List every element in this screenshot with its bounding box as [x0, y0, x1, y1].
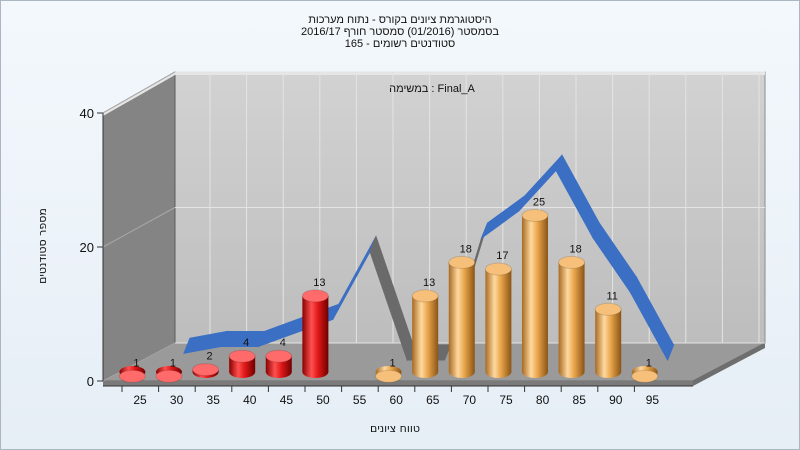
bar-top	[375, 369, 403, 383]
x-tick-label: 90	[609, 393, 623, 407]
data-label: 1	[170, 357, 176, 369]
bar-top	[448, 255, 476, 269]
x-tick-label: 30	[170, 393, 184, 407]
data-label: 4	[243, 337, 249, 349]
x-tick-label: 50	[316, 393, 330, 407]
x-tick-label: 85	[573, 393, 587, 407]
bar-top	[484, 262, 512, 276]
bar-base	[412, 366, 439, 378]
grid-hline-side	[102, 71, 176, 114]
chart-floor-side	[693, 343, 765, 386]
x-axis-title: טווח ציונים	[370, 422, 420, 435]
bar-top	[631, 369, 659, 383]
data-label: 25	[533, 197, 545, 209]
bar-base	[595, 366, 622, 378]
y-axis-title: מספר סטודנטים	[36, 208, 49, 284]
bar-body	[485, 269, 512, 372]
x-tick-label: 65	[426, 393, 440, 407]
bar-top	[558, 255, 586, 269]
bar-top	[301, 289, 329, 303]
bar-base	[448, 366, 475, 378]
bar-top	[155, 369, 183, 383]
data-label: 1	[133, 357, 139, 369]
bar-body	[521, 215, 548, 372]
bar-body	[302, 295, 329, 372]
bar-base	[558, 366, 585, 378]
grid-hline-side	[102, 342, 176, 382]
chart-title-line-1: היסטוגרמת ציונים בקורס - נתוח מערכות	[308, 14, 492, 26]
ribbon-segment	[629, 276, 675, 362]
chart-floor-edge	[103, 381, 693, 386]
axis-layer: 0 20 40 25 30 35 40 45 50 55 60 65 70 75 80 85 90 95	[80, 106, 693, 407]
bar-top	[192, 363, 220, 377]
y-tick-label: 40	[80, 106, 94, 121]
x-tick-label: 95	[646, 393, 660, 407]
chart-top-edge	[103, 72, 765, 116]
chart-left-wall	[102, 71, 176, 382]
bar-layer	[118, 209, 659, 383]
x-tick-label: 60	[390, 393, 404, 407]
data-label: 13	[423, 277, 435, 289]
data-label: 1	[646, 357, 652, 369]
data-label: 11	[606, 290, 617, 302]
bar-top	[521, 209, 549, 222]
bar-body	[448, 262, 475, 372]
x-tick-label: 55	[353, 393, 367, 407]
bar-body	[595, 309, 622, 372]
data-label: 1	[390, 357, 396, 369]
y-tick-label: 20	[80, 240, 94, 255]
grid-hline-side	[102, 207, 176, 248]
x-tick-label: 35	[207, 393, 221, 407]
bar-top	[265, 349, 293, 363]
x-tick-label: 25	[133, 393, 147, 407]
data-label: 2	[207, 351, 213, 363]
bar-top	[118, 369, 146, 383]
bar-top	[411, 289, 439, 303]
bar-body	[412, 295, 439, 372]
x-tick-label: 80	[536, 393, 550, 407]
list-label: Final_A : במשימה	[389, 83, 475, 95]
y-tick-label: 0	[87, 374, 94, 389]
data-label: 18	[460, 243, 472, 255]
x-tick-label: 70	[463, 393, 477, 407]
bar-base	[265, 366, 292, 378]
chart-title-line-2: בסמסטר (01/2016) סמסטר חורף 2016/17	[300, 26, 500, 38]
data-label: 17	[496, 250, 508, 262]
bar-top	[228, 349, 256, 363]
x-tick-label: 75	[499, 393, 513, 407]
x-tick-label: 45	[280, 393, 294, 407]
data-label: 18	[569, 243, 581, 255]
bar-base	[521, 366, 548, 378]
bar-base	[229, 366, 256, 378]
chart-title-line-3: סטודנטים רשומים - 165	[344, 38, 456, 50]
bar-body	[558, 262, 585, 372]
x-tick-label: 40	[243, 393, 257, 407]
bar-base	[485, 366, 512, 378]
data-label: 13	[313, 277, 325, 289]
bar-base	[302, 366, 329, 378]
bar-top	[594, 302, 622, 316]
data-label: 4	[280, 337, 286, 349]
